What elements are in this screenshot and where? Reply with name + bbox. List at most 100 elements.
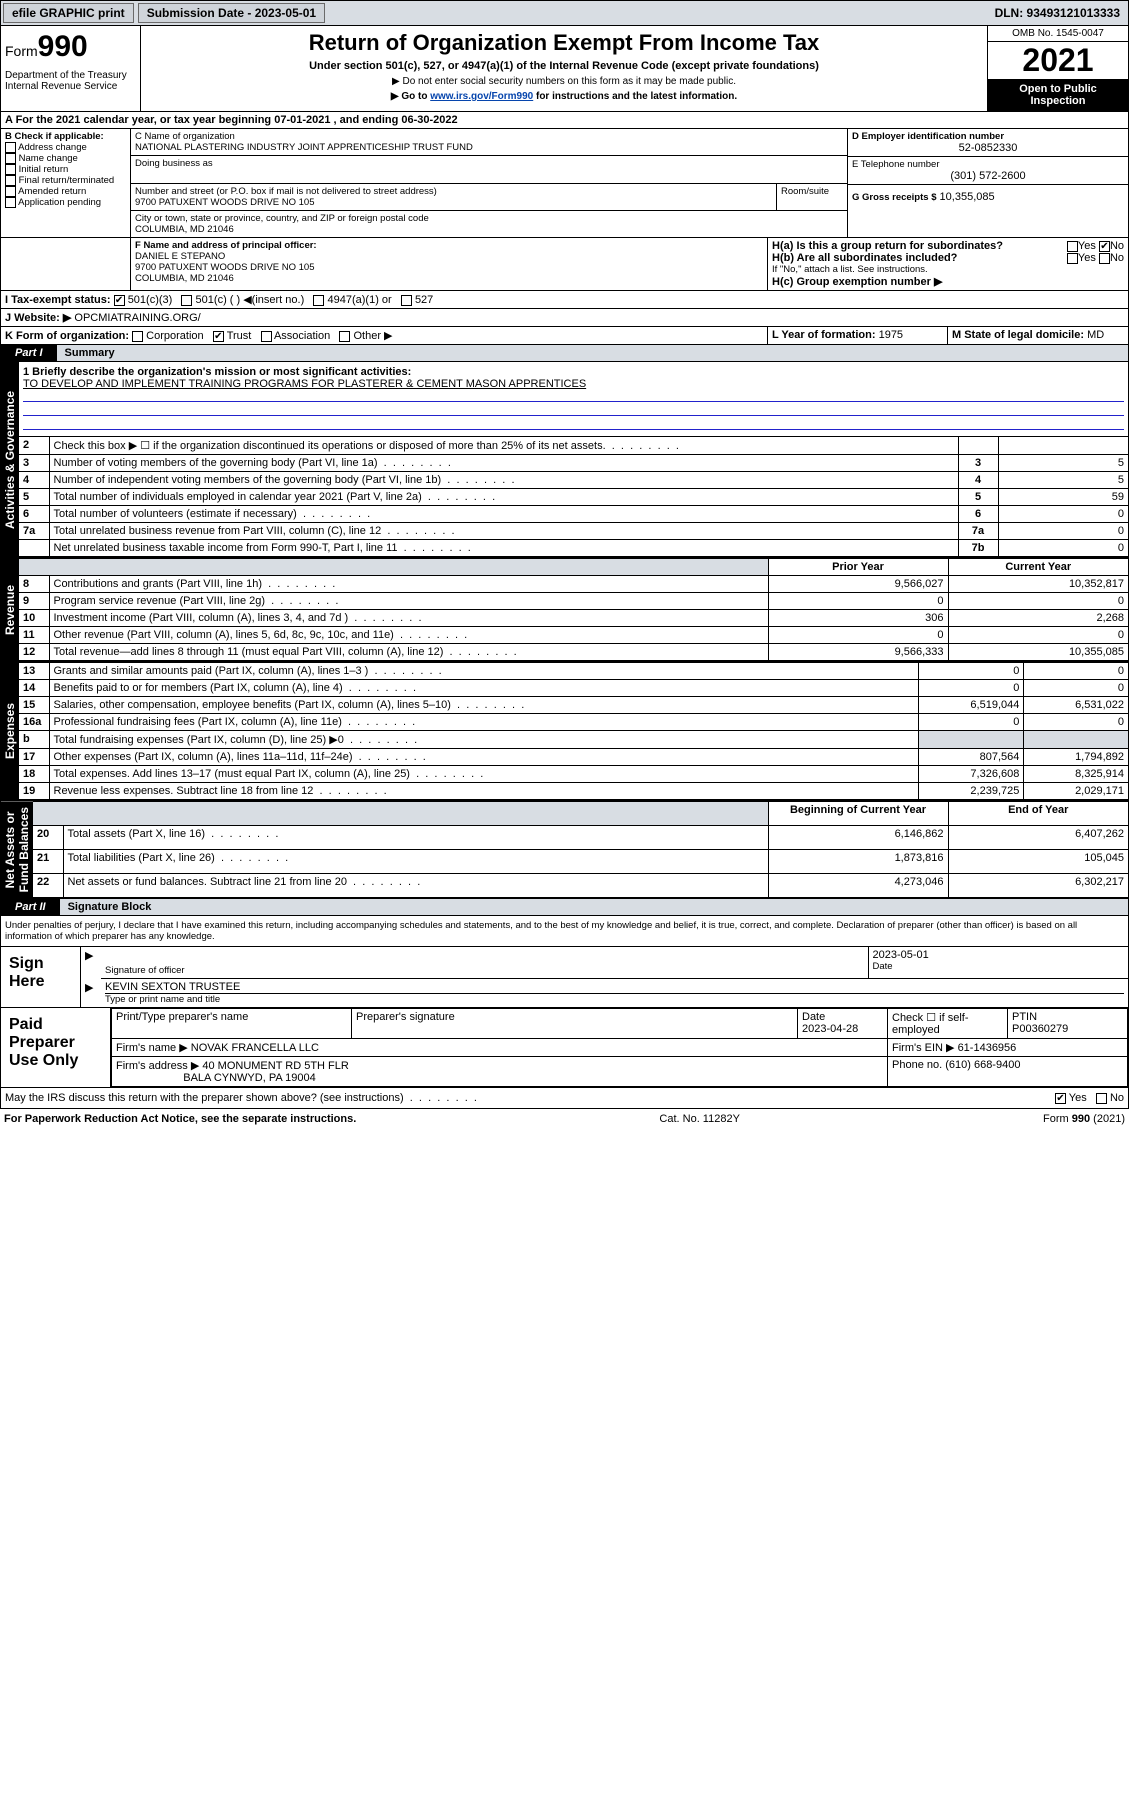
table-row: 12 Total revenue—add lines 8 through 11 … [19, 644, 1128, 661]
firm-addr2: BALA CYNWYD, PA 19004 [183, 1072, 315, 1084]
check-501c3[interactable]: ✔ [114, 295, 125, 306]
ha-row: H(a) Is this a group return for subordin… [772, 240, 1124, 252]
vtab-expenses: Expenses [1, 662, 19, 800]
table-row: 3 Number of voting members of the govern… [19, 455, 1128, 472]
part1-title: Summary [65, 347, 115, 359]
check-corp[interactable] [132, 331, 143, 342]
paid-preparer-label: Paid Preparer Use Only [1, 1008, 111, 1087]
table-row: 21 Total liabilities (Part X, line 26) 1… [33, 850, 1128, 874]
table-row: 17 Other expenses (Part IX, column (A), … [19, 749, 1128, 766]
form-number: Form990 [5, 30, 136, 64]
discuss-yes-check[interactable]: ✔ [1055, 1093, 1066, 1104]
vtab-net: Net Assets or Fund Balances [1, 801, 33, 898]
efile-btn[interactable]: efile GRAPHIC print [3, 3, 134, 23]
omb-number: OMB No. 1545-0047 [988, 26, 1128, 42]
i-label: I Tax-exempt status: [5, 294, 111, 306]
check-assoc[interactable] [261, 331, 272, 342]
j-label: J Website: ▶ [5, 312, 71, 324]
check-trust[interactable]: ✔ [213, 331, 224, 342]
state-domicile: MD [1087, 329, 1104, 341]
c-label: C Name of organization [135, 131, 843, 142]
discuss-label: May the IRS discuss this return with the… [5, 1092, 404, 1104]
table-row: 15 Salaries, other compensation, employe… [19, 697, 1128, 714]
m-label: M State of legal domicile: [952, 329, 1084, 341]
addr-label: Number and street (or P.O. box if mail i… [135, 186, 772, 197]
website: OPCMIATRAINING.ORG/ [74, 312, 200, 324]
part2-title: Signature Block [68, 901, 152, 913]
ein: 52-0852330 [852, 142, 1124, 154]
table-row: 5 Total number of individuals employed i… [19, 489, 1128, 506]
table-row: 16a Professional fundraising fees (Part … [19, 714, 1128, 731]
org-name: NATIONAL PLASTERING INDUSTRY JOINT APPRE… [135, 142, 843, 153]
tax-period: A For the 2021 calendar year, or tax yea… [5, 114, 458, 126]
g-label: G Gross receipts $ [852, 192, 936, 203]
phone: (301) 572-2600 [852, 170, 1124, 182]
sign-here-block: Sign Here ▶ Signature of officer 2023-05… [0, 947, 1129, 1008]
check-527[interactable] [401, 295, 412, 306]
gross-receipts: 10,355,085 [940, 191, 995, 203]
table-row: 4 Number of independent voting members o… [19, 472, 1128, 489]
table-row: 9 Program service revenue (Part VIII, li… [19, 593, 1128, 610]
expenses-table: 13 Grants and similar amounts paid (Part… [19, 662, 1128, 800]
table-row: 19 Revenue less expenses. Subtract line … [19, 783, 1128, 800]
submission-date-btn[interactable]: Submission Date - 2023-05-01 [138, 3, 325, 23]
footer-right: Form 990 (2021) [1043, 1113, 1125, 1125]
room-label: Room/suite [777, 184, 847, 210]
sig-date: 2023-05-01 [873, 949, 1125, 961]
hb-row: H(b) Are all subordinates included? Yes … [772, 252, 1124, 264]
firm-phone: (610) 668-9400 [945, 1059, 1020, 1071]
officer-sub: Type or print name and title [105, 993, 1124, 1005]
check-name[interactable]: Name change [5, 153, 126, 164]
table-row: 11 Other revenue (Part VIII, column (A),… [19, 627, 1128, 644]
check-4947[interactable] [313, 295, 324, 306]
check-other[interactable] [339, 331, 350, 342]
l-label: L Year of formation: [772, 329, 876, 341]
table-row: 8 Contributions and grants (Part VIII, l… [19, 576, 1128, 593]
vtab-governance: Activities & Governance [1, 362, 19, 557]
officer-name: DANIEL E STEPANO [135, 251, 763, 262]
note-link: ▶ Go to www.irs.gov/Form990 for instruct… [145, 91, 983, 102]
subtitle: Under section 501(c), 527, or 4947(a)(1)… [145, 60, 983, 72]
table-row: 10 Investment income (Part VIII, column … [19, 610, 1128, 627]
ptin-label: PTIN [1012, 1011, 1037, 1023]
check-501c[interactable] [181, 295, 192, 306]
declaration: Under penalties of perjury, I declare th… [5, 920, 1124, 942]
prep-date: 2023-04-28 [802, 1023, 858, 1035]
table-row: 13 Grants and similar amounts paid (Part… [19, 663, 1128, 680]
dba-label: Doing business as [135, 158, 843, 169]
sign-here-label: Sign Here [1, 947, 81, 1007]
note-ssn: ▶ Do not enter social security numbers o… [145, 76, 983, 87]
prep-name-label: Print/Type preparer's name [112, 1009, 352, 1039]
footer-left: For Paperwork Reduction Act Notice, see … [4, 1113, 356, 1125]
check-address[interactable]: Address change [5, 142, 126, 153]
discuss-no-check[interactable] [1096, 1093, 1107, 1104]
prep-sig-label: Preparer's signature [352, 1009, 798, 1039]
firm-phone-label: Phone no. [892, 1059, 942, 1071]
firm-addr1: 40 MONUMENT RD 5TH FLR [202, 1060, 348, 1072]
governance-table: 2 Check this box ▶ ☐ if the organization… [19, 436, 1128, 557]
line1-label: 1 Briefly describe the organization's mi… [23, 366, 1124, 378]
hb-note: If "No," attach a list. See instructions… [772, 264, 1124, 275]
prep-check[interactable]: Check ☐ if self-employed [888, 1009, 1008, 1039]
officer-printed: KEVIN SEXTON TRUSTEE [105, 981, 1124, 993]
table-row: 7a Total unrelated business revenue from… [19, 523, 1128, 540]
top-toolbar: efile GRAPHIC print Submission Date - 20… [0, 0, 1129, 26]
firm-ein: 61-1436956 [958, 1042, 1017, 1054]
d-label: D Employer identification number [852, 131, 1124, 142]
check-amended[interactable]: Amended return [5, 186, 126, 197]
check-pending[interactable]: Application pending [5, 197, 126, 208]
part1-tab: Part I [1, 345, 57, 361]
irs-link[interactable]: www.irs.gov/Form990 [430, 91, 533, 102]
netassets-table: Beginning of Current Year End of Year20 … [33, 801, 1128, 898]
line1-text: TO DEVELOP AND IMPLEMENT TRAINING PROGRA… [23, 378, 1124, 390]
firm-name: NOVAK FRANCELLA LLC [191, 1042, 319, 1054]
table-row: b Total fundraising expenses (Part IX, c… [19, 731, 1128, 749]
check-initial[interactable]: Initial return [5, 164, 126, 175]
revenue-table: Prior Year Current Year8 Contributions a… [19, 558, 1128, 661]
check-final[interactable]: Final return/terminated [5, 175, 126, 186]
k-label: K Form of organization: [5, 330, 129, 342]
identity-block: B Check if applicable: Address change Na… [0, 129, 1129, 238]
officer-street: 9700 PATUXENT WOODS DRIVE NO 105 [135, 262, 763, 273]
hc-row: H(c) Group exemption number ▶ [772, 275, 1124, 288]
footer-mid: Cat. No. 11282Y [659, 1113, 740, 1125]
